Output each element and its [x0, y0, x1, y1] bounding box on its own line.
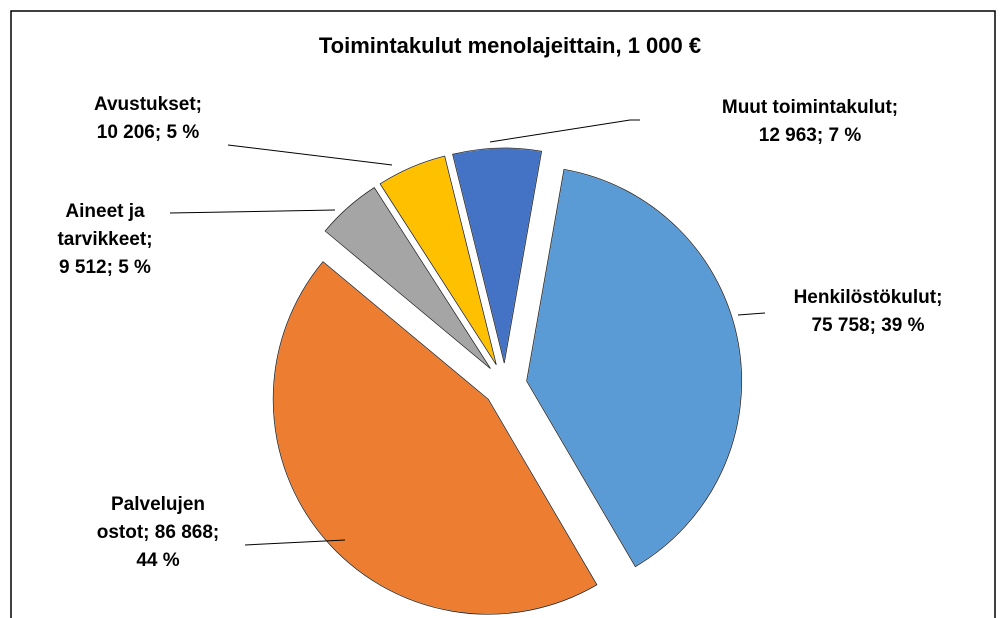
data-label: 75 758; 39 %	[811, 315, 924, 336]
data-label: 12 963; 7 %	[759, 125, 862, 146]
data-label: tarvikkeet;	[57, 229, 152, 250]
data-label: Henkilöstökulut;	[794, 287, 943, 308]
leader-line	[227, 144, 393, 166]
slice-outline	[452, 147, 543, 364]
leader-line	[737, 312, 766, 316]
slice-outline	[272, 261, 598, 615]
data-label: Avustukset;	[94, 94, 202, 115]
data-label: 44 %	[136, 550, 179, 571]
data-label: Aineet ja	[65, 201, 145, 222]
data-label: Palvelujen	[111, 494, 205, 515]
data-label: ostot; 86 868;	[97, 522, 219, 543]
chart-title: Toimintakulut menolajeittain, 1 000 €	[319, 33, 701, 58]
leader-line	[169, 209, 336, 214]
slice-outline	[526, 168, 743, 568]
leader-line	[244, 539, 346, 546]
data-label: 10 206; 5 %	[97, 122, 200, 143]
slice-outline	[379, 155, 497, 366]
pie-slice	[526, 168, 743, 568]
leader-line	[489, 119, 640, 143]
slice-outline	[324, 187, 491, 369]
chart-frame	[10, 10, 996, 618]
data-label: 9 512; 5 %	[59, 257, 151, 278]
data-label: Muut toimintakulut;	[722, 97, 898, 118]
